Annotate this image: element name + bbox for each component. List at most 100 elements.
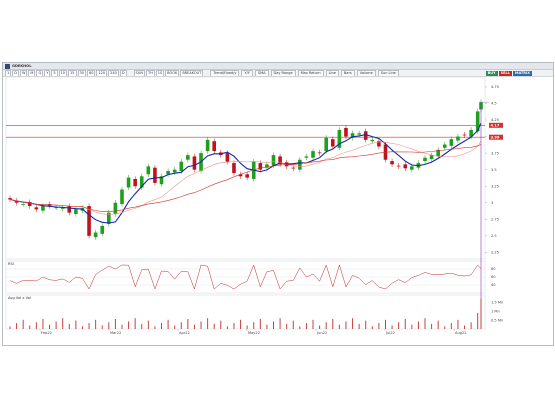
timeframe-button-4[interactable]: Q	[36, 70, 44, 76]
candle-body[interactable]	[317, 152, 322, 154]
candle-body[interactable]	[278, 156, 282, 165]
candle-body[interactable]	[245, 174, 249, 178]
candle-body[interactable]	[396, 165, 401, 167]
candle-body[interactable]	[107, 212, 111, 224]
candle-body[interactable]	[192, 156, 197, 170]
indicator-toggle-1[interactable]: Y/Y	[241, 70, 253, 76]
candle-body[interactable]	[298, 159, 302, 170]
indicator-toggle-3[interactable]: Day Range	[270, 70, 296, 76]
candle-body[interactable]	[337, 129, 342, 148]
timeframe-button-11[interactable]: 120	[96, 70, 108, 76]
candle-body[interactable]	[436, 149, 440, 157]
timeframe-button-2[interactable]: W	[19, 70, 28, 76]
candle-body[interactable]	[429, 155, 434, 160]
candle-body[interactable]	[139, 176, 144, 188]
time-axis-label: Aug22	[455, 331, 467, 335]
candle-body[interactable]	[390, 161, 394, 165]
candle-body[interactable]	[370, 139, 375, 142]
candle-body[interactable]	[93, 232, 98, 238]
candle-body[interactable]	[146, 166, 151, 175]
candle-body[interactable]	[324, 137, 328, 152]
toolbar-option-3[interactable]: BOOK	[165, 70, 180, 76]
candle-body[interactable]	[291, 167, 296, 169]
candle-body[interactable]	[311, 151, 315, 158]
timeframe-button-9[interactable]: 30	[77, 70, 86, 76]
candle-body[interactable]	[166, 170, 170, 175]
toolbar-option-4[interactable]: BREAKOUT	[180, 70, 204, 76]
candle-body[interactable]	[179, 161, 184, 171]
candle-body[interactable]	[304, 156, 309, 158]
candle-body[interactable]	[8, 198, 12, 200]
timeframe-button-7[interactable]: 10	[58, 70, 68, 76]
timeframe-button-6[interactable]: 5	[51, 70, 58, 76]
indicator-toggle-7[interactable]: Volume	[356, 70, 376, 76]
candle-body[interactable]	[74, 209, 78, 214]
candle-body[interactable]	[377, 141, 381, 147]
candle-body[interactable]	[41, 206, 45, 211]
candle-body[interactable]	[14, 200, 19, 203]
indicator-toggle-0[interactable]: Trend/Fixed/y	[210, 70, 240, 76]
toolbar-option-1[interactable]: TH	[145, 70, 155, 76]
candle-body[interactable]	[205, 139, 210, 152]
candle-body[interactable]	[271, 155, 276, 166]
candle-body[interactable]	[232, 163, 236, 173]
indicator-toggle-4[interactable]: Max Return	[297, 70, 324, 76]
candle-body[interactable]	[403, 164, 408, 169]
moving-average-sma-slow	[9, 144, 482, 212]
timeframe-button-0[interactable]: 1	[5, 70, 12, 76]
timeframe-button-3[interactable]: M	[28, 70, 36, 76]
indicator-toggle-8[interactable]: Sun Line	[377, 70, 399, 76]
candle-body[interactable]	[100, 225, 105, 234]
candle-body[interactable]	[186, 155, 190, 160]
candle-body[interactable]	[456, 136, 460, 141]
candle-body[interactable]	[475, 111, 480, 132]
candle-body[interactable]	[212, 141, 217, 152]
timeframe-button-13[interactable]: D	[119, 70, 127, 76]
chart-window: GDEKHOL 1 D W M Q Y 5 10 15 30 60 120 240 D SUN TH 1S BO…	[2, 62, 554, 346]
candle-body[interactable]	[363, 131, 368, 140]
indicator-toggle-2[interactable]: SMA	[254, 70, 269, 76]
indicator-toggle-6[interactable]: Bars	[340, 70, 355, 76]
candle-body[interactable]	[159, 176, 164, 185]
toolbar-option-2[interactable]: 1S	[155, 70, 165, 76]
candle-body[interactable]	[133, 178, 137, 187]
candle-body[interactable]	[126, 177, 131, 188]
candle-body[interactable]	[54, 207, 58, 209]
candle-body[interactable]	[265, 164, 269, 168]
candle-body[interactable]	[449, 139, 454, 146]
candle-body[interactable]	[21, 204, 25, 205]
volume-tick-label: 0.5 Mn	[491, 318, 503, 322]
timeframe-button-10[interactable]: 60	[86, 70, 96, 76]
candle-body[interactable]	[225, 153, 230, 162]
candle-body[interactable]	[462, 134, 467, 136]
timeframe-button-12[interactable]: 240	[108, 70, 119, 76]
tag-buy-button[interactable]: BUY	[485, 70, 498, 76]
candle-body[interactable]	[469, 129, 473, 137]
candle-body[interactable]	[410, 166, 414, 170]
candle-body[interactable]	[34, 207, 39, 210]
candle-body[interactable]	[27, 202, 32, 207]
candle-body[interactable]	[113, 202, 118, 214]
tag-sell-button[interactable]: SELL	[498, 70, 512, 76]
candle-body[interactable]	[344, 127, 348, 137]
candle-body[interactable]	[350, 133, 355, 138]
candle-body[interactable]	[423, 157, 427, 162]
candle-body[interactable]	[120, 189, 124, 205]
tag-matrix-button[interactable]: MATRIX	[512, 70, 532, 76]
candle-body[interactable]	[172, 169, 177, 173]
timeframe-button-1[interactable]: D	[12, 70, 19, 76]
candle-body[interactable]	[330, 139, 335, 147]
candle-body[interactable]	[238, 174, 243, 177]
candle-body[interactable]	[442, 144, 447, 148]
candle-body[interactable]	[357, 133, 361, 135]
candle-body[interactable]	[87, 206, 91, 236]
chart-canvas[interactable]: 4.754.54.2543.753.53.2532.752.52.254.173…	[3, 63, 553, 345]
candle-body[interactable]	[67, 206, 72, 213]
indicator-toggle-5[interactable]: Line	[325, 70, 339, 76]
timeframe-button-8[interactable]: 15	[68, 70, 77, 76]
candle-body[interactable]	[153, 167, 157, 183]
timeframe-button-5[interactable]: Y	[44, 70, 51, 76]
toolbar-option-0[interactable]: SUN	[133, 70, 145, 76]
candle-body[interactable]	[60, 208, 65, 209]
candle-body[interactable]	[258, 163, 263, 170]
